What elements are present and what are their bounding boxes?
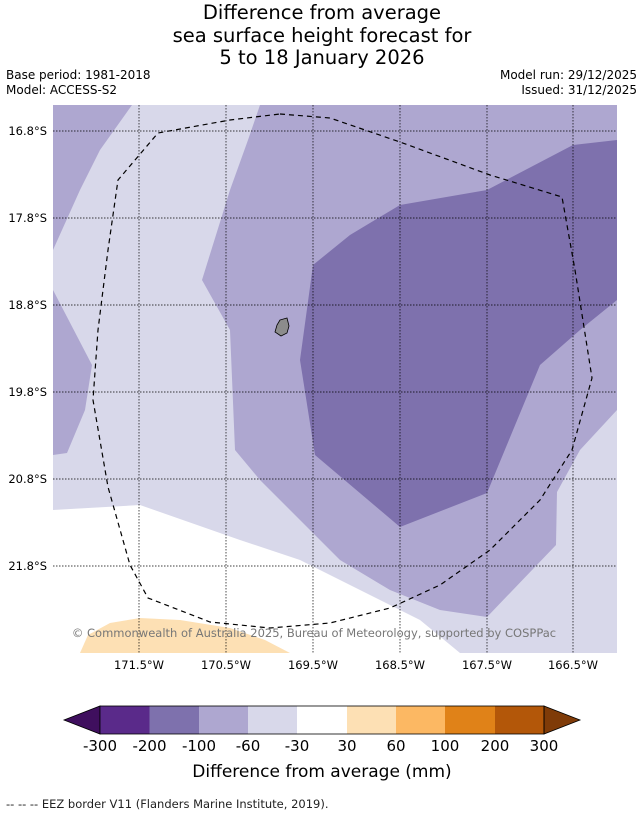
map-plot-area: © Commonwealth of Australia 2025, Bureau…: [53, 105, 617, 653]
gridlines: [53, 105, 617, 653]
colorbar-tick: -200: [132, 737, 166, 755]
colorbar: [62, 705, 582, 735]
colorbar-label: Difference from average (mm): [192, 762, 452, 782]
contour-minus-60-southwest: [53, 290, 92, 455]
colorbar-tick-labels: -300 -200 -100 -60 -30 30 60 100 200 300: [83, 737, 558, 755]
model-run: Model run: 29/12/2025: [499, 68, 637, 82]
colorbar-segment: [297, 706, 347, 734]
contour-minus-60-west: [53, 105, 132, 250]
title-line-2: sea surface height forecast for: [172, 23, 472, 47]
colorbar-tick: 200: [481, 737, 510, 755]
y-tick-label: 17.8°S: [8, 211, 47, 225]
base-period: Base period: 1981-2018: [6, 68, 151, 82]
colorbar-segment: [347, 706, 396, 734]
colorbar-segment: [396, 706, 445, 734]
title-line-1: Difference from average: [202, 1, 442, 24]
colorbar-tick: -60: [236, 737, 261, 755]
y-axis-labels: 16.8°S 17.8°S 18.8°S 19.8°S 20.8°S 21.8°…: [8, 124, 47, 573]
colorbar-tick: 100: [431, 737, 460, 755]
eez-border: [92, 113, 593, 629]
colorbar-segment: [495, 706, 544, 734]
x-tick-label: 168.5°W: [375, 658, 425, 672]
colorbar-tick: -300: [83, 737, 117, 755]
model-name: Model: ACCESS-S2: [6, 83, 118, 97]
map-title: Difference from average sea surface heig…: [0, 1, 644, 70]
meta-left: Base period: 1981-2018 Model: ACCESS-S2: [6, 68, 151, 98]
colorbar-segment: [100, 706, 150, 734]
x-axis-labels: 171.5°W 170.5°W 169.5°W 168.5°W 167.5°W …: [114, 658, 598, 672]
eez-legend-note: -- -- -- EEZ border V11 (Flanders Marine…: [6, 797, 329, 811]
contour-minus-100: [300, 140, 617, 527]
colorbar-tick: 30: [337, 737, 356, 755]
colorbar-extend-low: [62, 705, 101, 735]
meta-right: Model run: 29/12/2025 Issued: 31/12/2025: [500, 68, 637, 98]
y-tick-label: 16.8°S: [8, 124, 47, 138]
copyright-notice: © Commonwealth of Australia 2025, Bureau…: [72, 626, 556, 640]
colorbar-extend-high: [543, 705, 582, 735]
x-tick-label: 167.5°W: [462, 658, 512, 672]
title-line-3: 5 to 18 January 2026: [219, 46, 425, 69]
y-tick-label: 18.8°S: [8, 298, 47, 312]
x-tick-label: 166.5°W: [548, 658, 598, 672]
colorbar-frame: [99, 705, 545, 735]
y-tick-label: 19.8°S: [8, 385, 47, 399]
colorbar-tick: 300: [530, 737, 559, 755]
niue-island-icon: [274, 317, 290, 337]
x-tick-label: 169.5°W: [288, 658, 338, 672]
colorbar-segment: [149, 706, 199, 734]
x-tick-label: 171.5°W: [114, 658, 164, 672]
contour-plus-30: [80, 618, 290, 653]
colorbar-tick: -100: [182, 737, 216, 755]
colorbar-tick: 60: [386, 737, 405, 755]
colorbar-segment: [445, 706, 495, 734]
x-tick-label: 170.5°W: [201, 658, 251, 672]
colorbar-segment: [199, 706, 248, 734]
colorbar-segment: [248, 706, 297, 734]
y-tick-label: 21.8°S: [8, 559, 47, 573]
issued-date: Issued: 31/12/2025: [521, 83, 637, 97]
colorbar-tick: -30: [285, 737, 310, 755]
y-tick-label: 20.8°S: [8, 472, 47, 486]
